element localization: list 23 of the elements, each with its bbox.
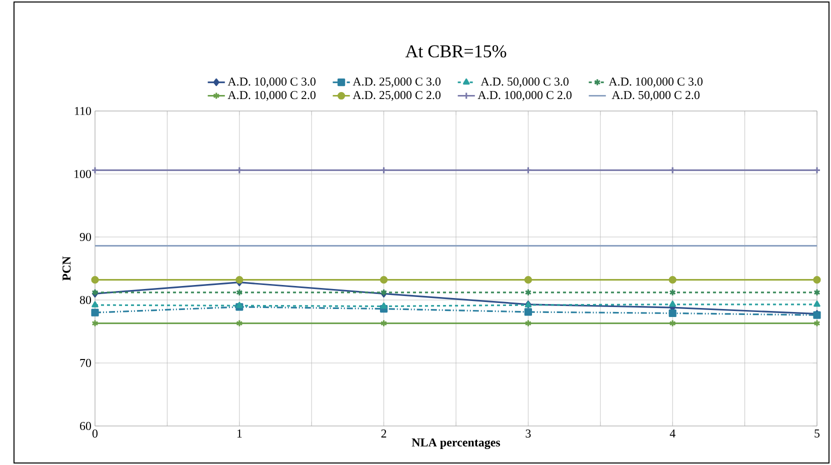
x-tick-label: 1 bbox=[237, 430, 242, 438]
x-tick-label: 0 bbox=[92, 430, 98, 438]
y-axis-title: PCN bbox=[62, 256, 71, 281]
x-tick-label: 3 bbox=[526, 430, 531, 438]
y-tick-label: 90 bbox=[80, 232, 92, 242]
x-axis-title: NLA percentages bbox=[412, 438, 500, 450]
legend-label: A.D. 100,000 C 2.0 bbox=[478, 91, 572, 101]
x-tick-label: 4 bbox=[670, 430, 676, 438]
y-tick-label: 80 bbox=[80, 296, 92, 304]
y-tick-label: 70 bbox=[80, 358, 92, 368]
legend-label: A.D. 50,000 C 3.0 bbox=[480, 78, 569, 88]
legend-label: A.D. 10,000 C 3.0 bbox=[228, 78, 316, 88]
y-tick-label: 60 bbox=[80, 422, 92, 430]
chart-title: At CBR=15% bbox=[405, 45, 506, 58]
legend-label: A.D. 25,000 C 3.0 bbox=[352, 78, 441, 88]
legend-label: A.D. 50,000 C 2.0 bbox=[612, 91, 700, 101]
legend-label: A.D. 25,000 C 2.0 bbox=[352, 91, 441, 101]
y-tick-label: 100 bbox=[74, 170, 92, 178]
legend-label: A.D. 100,000 C 3.0 bbox=[608, 78, 703, 88]
legend-label: A.D. 10,000 C 2.0 bbox=[228, 91, 316, 101]
x-tick-label: 2 bbox=[381, 430, 386, 438]
x-tick-label: 5 bbox=[814, 430, 820, 438]
y-tick-label: 110 bbox=[74, 106, 92, 116]
